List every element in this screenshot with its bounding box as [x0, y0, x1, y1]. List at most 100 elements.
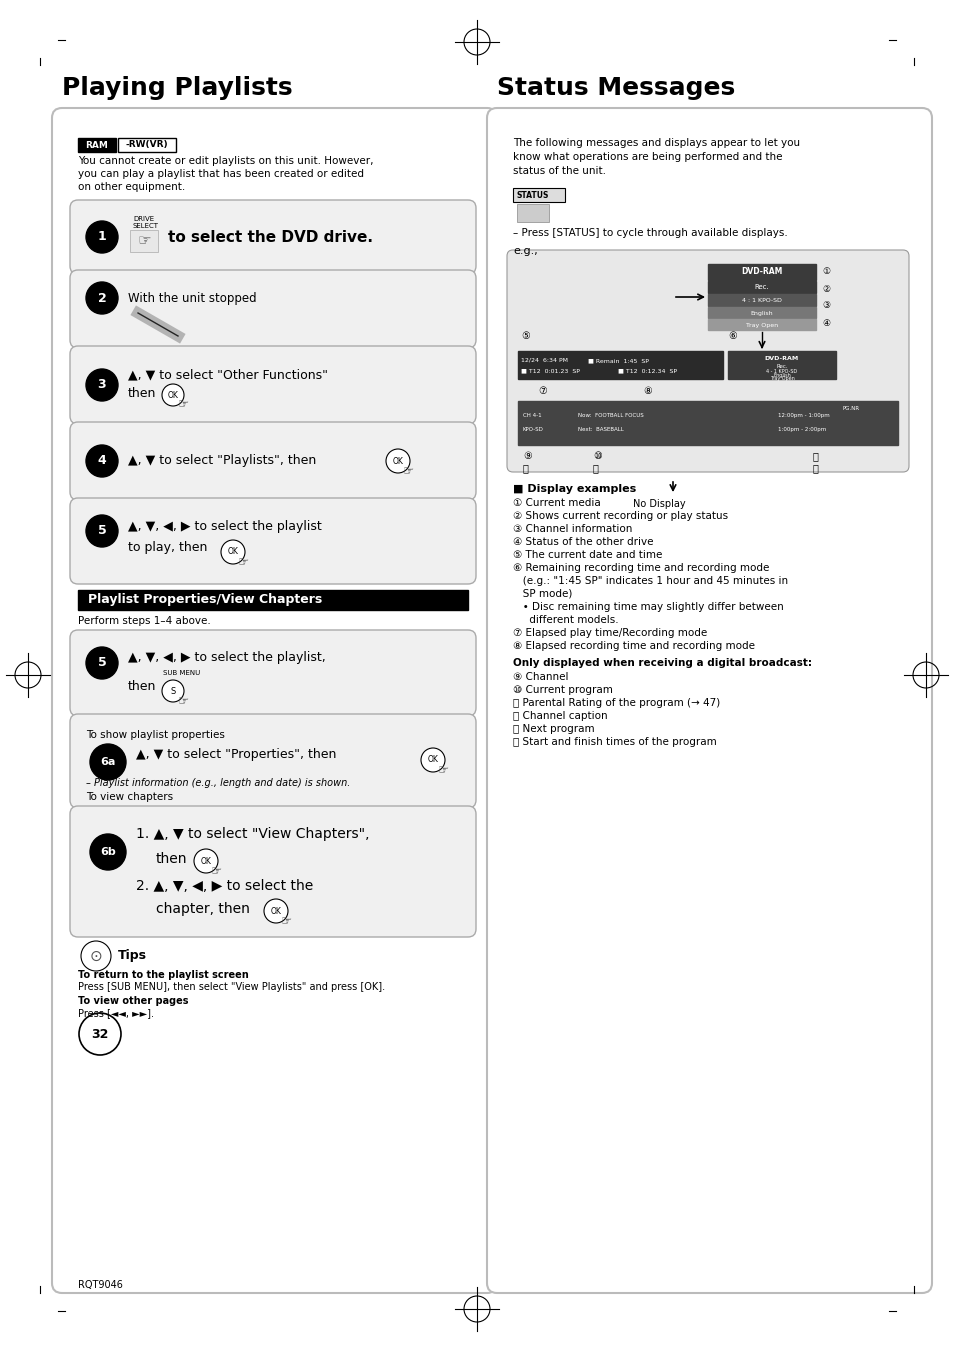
Text: ⑭: ⑭: [812, 463, 818, 473]
Text: ⑤: ⑤: [520, 331, 529, 340]
Text: ⑧: ⑧: [642, 386, 651, 396]
Text: • Disc remaining time may slightly differ between: • Disc remaining time may slightly diffe…: [513, 603, 783, 612]
Text: ☞: ☞: [402, 465, 414, 478]
Text: ⑩: ⑩: [593, 451, 601, 461]
Text: To view chapters: To view chapters: [86, 792, 172, 802]
Circle shape: [162, 680, 184, 703]
Text: ⑧ Elapsed recording time and recording mode: ⑧ Elapsed recording time and recording m…: [513, 640, 754, 651]
Circle shape: [386, 449, 410, 473]
Text: chapter, then: chapter, then: [156, 902, 250, 916]
Text: ⑥: ⑥: [727, 331, 736, 340]
Text: Playlist Properties/View Chapters: Playlist Properties/View Chapters: [88, 593, 322, 607]
FancyBboxPatch shape: [70, 499, 476, 584]
Text: RQT9046: RQT9046: [78, 1279, 123, 1290]
Text: to play, then: to play, then: [128, 540, 207, 554]
FancyBboxPatch shape: [70, 270, 476, 349]
Circle shape: [264, 898, 288, 923]
Text: ④: ④: [821, 319, 829, 328]
Text: (e.g.: "1:45 SP" indicates 1 hour and 45 minutes in: (e.g.: "1:45 SP" indicates 1 hour and 45…: [513, 576, 787, 586]
Text: 6b: 6b: [100, 847, 115, 857]
Text: then: then: [156, 852, 188, 866]
FancyBboxPatch shape: [70, 200, 476, 274]
Text: 12/24  6:34 PM: 12/24 6:34 PM: [520, 358, 567, 363]
FancyBboxPatch shape: [70, 807, 476, 938]
Text: 1. ▲, ▼ to select "View Chapters",: 1. ▲, ▼ to select "View Chapters",: [136, 827, 369, 842]
Text: ⑥ Remaining recording time and recording mode: ⑥ Remaining recording time and recording…: [513, 563, 768, 573]
Text: SP mode): SP mode): [513, 589, 572, 598]
Text: -RW(VR): -RW(VR): [126, 141, 168, 150]
Text: ② Shows current recording or play status: ② Shows current recording or play status: [513, 511, 727, 521]
Text: 4 - 1 KPO-SD: 4 - 1 KPO-SD: [765, 369, 797, 374]
Text: ④ Status of the other drive: ④ Status of the other drive: [513, 536, 653, 547]
Bar: [707, 307, 815, 317]
Text: OK: OK: [200, 857, 212, 866]
Text: 4: 4: [97, 454, 107, 467]
Text: OK: OK: [392, 457, 403, 466]
Circle shape: [86, 647, 118, 680]
Text: PG.NR: PG.NR: [842, 407, 860, 411]
Bar: [517, 204, 548, 222]
Text: 2: 2: [97, 292, 107, 304]
Text: Perform steps 1–4 above.: Perform steps 1–4 above.: [78, 616, 211, 626]
Text: OK: OK: [228, 547, 238, 557]
Text: Tips: Tips: [118, 948, 147, 962]
Text: KPO-SD: KPO-SD: [522, 427, 543, 432]
Text: SELECT: SELECT: [132, 223, 159, 230]
Text: You cannot create or edit playlists on this unit. However,: You cannot create or edit playlists on t…: [78, 155, 374, 166]
Circle shape: [90, 834, 126, 870]
Text: OK: OK: [271, 907, 281, 916]
Text: Tray Open: Tray Open: [769, 376, 794, 381]
Bar: [130, 230, 158, 253]
Text: ▲, ▼ to select "Properties", then: ▲, ▼ to select "Properties", then: [136, 748, 336, 761]
Text: ■ T12  0:12.34  SP: ■ T12 0:12.34 SP: [618, 367, 677, 373]
Text: ③: ③: [821, 301, 829, 311]
Text: ⑩ Current program: ⑩ Current program: [513, 685, 612, 694]
Text: ☞: ☞: [137, 234, 151, 249]
Circle shape: [420, 748, 444, 771]
Text: ⑦ Elapsed play time/Recording mode: ⑦ Elapsed play time/Recording mode: [513, 628, 706, 638]
Bar: [707, 295, 815, 305]
Circle shape: [221, 540, 245, 563]
Circle shape: [90, 744, 126, 780]
Text: ⑫: ⑫: [522, 463, 528, 473]
Text: ⑭ Start and finish times of the program: ⑭ Start and finish times of the program: [513, 738, 716, 747]
Text: Press [SUB MENU], then select "View Playlists" and press [OK].: Press [SUB MENU], then select "View Play…: [78, 982, 385, 992]
Text: CH 4-1: CH 4-1: [522, 413, 541, 417]
Text: ☞: ☞: [178, 694, 189, 708]
Text: STATUS: STATUS: [517, 190, 549, 200]
Text: different models.: different models.: [513, 615, 618, 626]
Text: – Press [STATUS] to cycle through available displays.: – Press [STATUS] to cycle through availa…: [513, 228, 787, 238]
Text: OK: OK: [168, 390, 178, 400]
Text: 5: 5: [97, 524, 107, 538]
Text: e.g.,: e.g.,: [513, 246, 537, 255]
Text: ⑨ Channel: ⑨ Channel: [513, 671, 568, 682]
Text: Now:  FOOTBALL FOCUS: Now: FOOTBALL FOCUS: [578, 413, 643, 417]
Text: SUB MENU: SUB MENU: [163, 670, 200, 676]
Bar: [727, 351, 835, 380]
Text: ②: ②: [821, 285, 829, 293]
Text: – Playlist information (e.g., length and date) is shown.: – Playlist information (e.g., length and…: [86, 778, 350, 788]
Circle shape: [86, 515, 118, 547]
Bar: [707, 281, 815, 293]
Text: English: English: [772, 373, 790, 378]
FancyBboxPatch shape: [70, 422, 476, 500]
Text: ▲, ▼ to select "Other Functions": ▲, ▼ to select "Other Functions": [128, 367, 328, 381]
FancyBboxPatch shape: [486, 108, 931, 1293]
Text: 5: 5: [97, 657, 107, 670]
Circle shape: [86, 222, 118, 253]
Text: Press [◄◄, ►►].: Press [◄◄, ►►].: [78, 1008, 153, 1019]
Text: Tray Open: Tray Open: [745, 323, 778, 327]
Text: No Display: No Display: [633, 499, 685, 509]
Text: ☞: ☞: [437, 765, 449, 777]
Text: To show playlist properties: To show playlist properties: [86, 730, 225, 740]
Bar: [517, 351, 722, 380]
Text: DVD-RAM: DVD-RAM: [764, 357, 799, 361]
Text: ⑪ Parental Rating of the program (→ 47): ⑪ Parental Rating of the program (→ 47): [513, 698, 720, 708]
Text: 12:00pm - 1:00pm: 12:00pm - 1:00pm: [778, 413, 829, 417]
FancyBboxPatch shape: [70, 346, 476, 424]
Text: ⑨: ⑨: [522, 451, 531, 461]
Circle shape: [193, 848, 218, 873]
Text: 1: 1: [97, 231, 107, 243]
Text: ▲, ▼, ◀, ▶ to select the playlist,: ▲, ▼, ◀, ▶ to select the playlist,: [128, 651, 325, 663]
Text: ⊙: ⊙: [90, 948, 102, 963]
